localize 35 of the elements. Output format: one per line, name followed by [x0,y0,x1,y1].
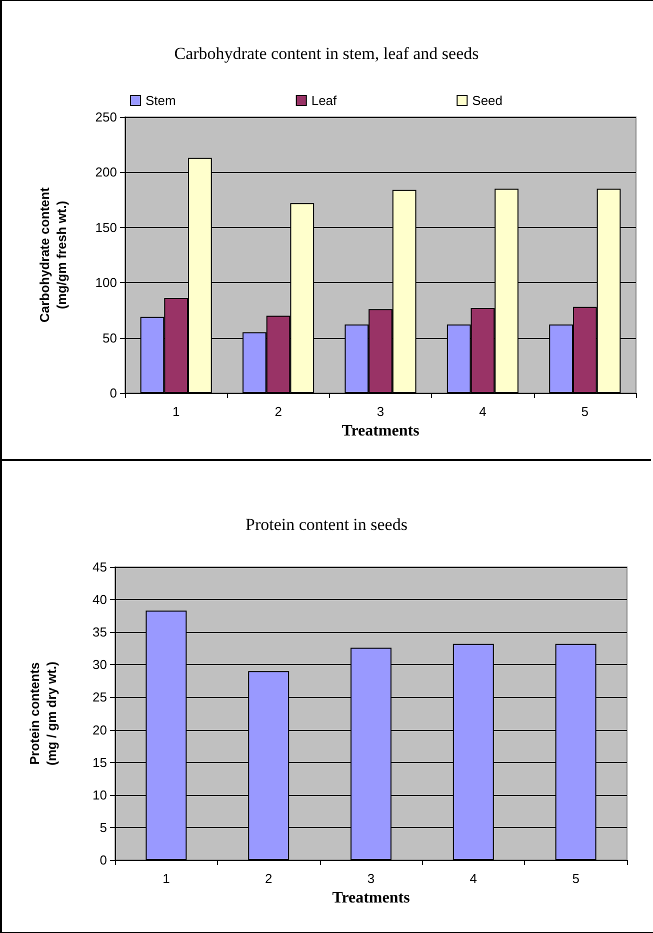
legend-label: Seed [472,93,503,108]
y-axis-title: Carbohydrate content (mg/gm fresh wt.) [37,186,69,323]
chart-title: Carbohydrate content in stem, leaf and seeds [174,44,479,63]
x-tick-label: 2 [274,404,282,419]
y-tick-label: 15 [92,754,107,770]
y-tick-label: 30 [92,657,107,672]
y-tick-label: 0 [100,852,107,868]
x-tick-label: 3 [367,871,375,886]
y-tick-label: 45 [92,560,107,574]
y-tick-label: 250 [95,110,117,124]
y-tick-label: 150 [95,220,117,235]
y-tick-label: 40 [92,592,107,608]
y-tick-label: 100 [95,275,117,290]
y-tick-label: 10 [92,787,107,802]
y-tick-label: 200 [95,164,117,180]
x-tick-label: 2 [264,871,272,886]
x-tick-label: 5 [572,871,580,886]
legend-label: Leaf [311,93,338,108]
x-tick-label: 1 [172,404,180,419]
legend-label: Stem [146,93,176,108]
y-tick-label: 0 [110,386,117,400]
y-tick-label: 20 [92,722,107,738]
y-tick-label: 5 [100,820,107,835]
y-tick-label: 25 [92,690,107,705]
x-tick-label: 4 [470,871,478,886]
x-tick-label: 3 [376,404,384,419]
x-tick-label: 4 [479,404,486,419]
x-tick-label: 5 [581,404,589,419]
x-tick-label: 1 [162,871,170,886]
x-axis-title: Treatments [342,422,420,440]
y-tick-label: 50 [102,330,117,346]
y-axis-title: Protein contents (mg / gm dry wt.) [27,662,59,766]
y-tick-label: 35 [92,624,107,640]
chart-title: Protein content in seeds [246,515,408,534]
x-axis-title: Treatments [332,890,410,906]
